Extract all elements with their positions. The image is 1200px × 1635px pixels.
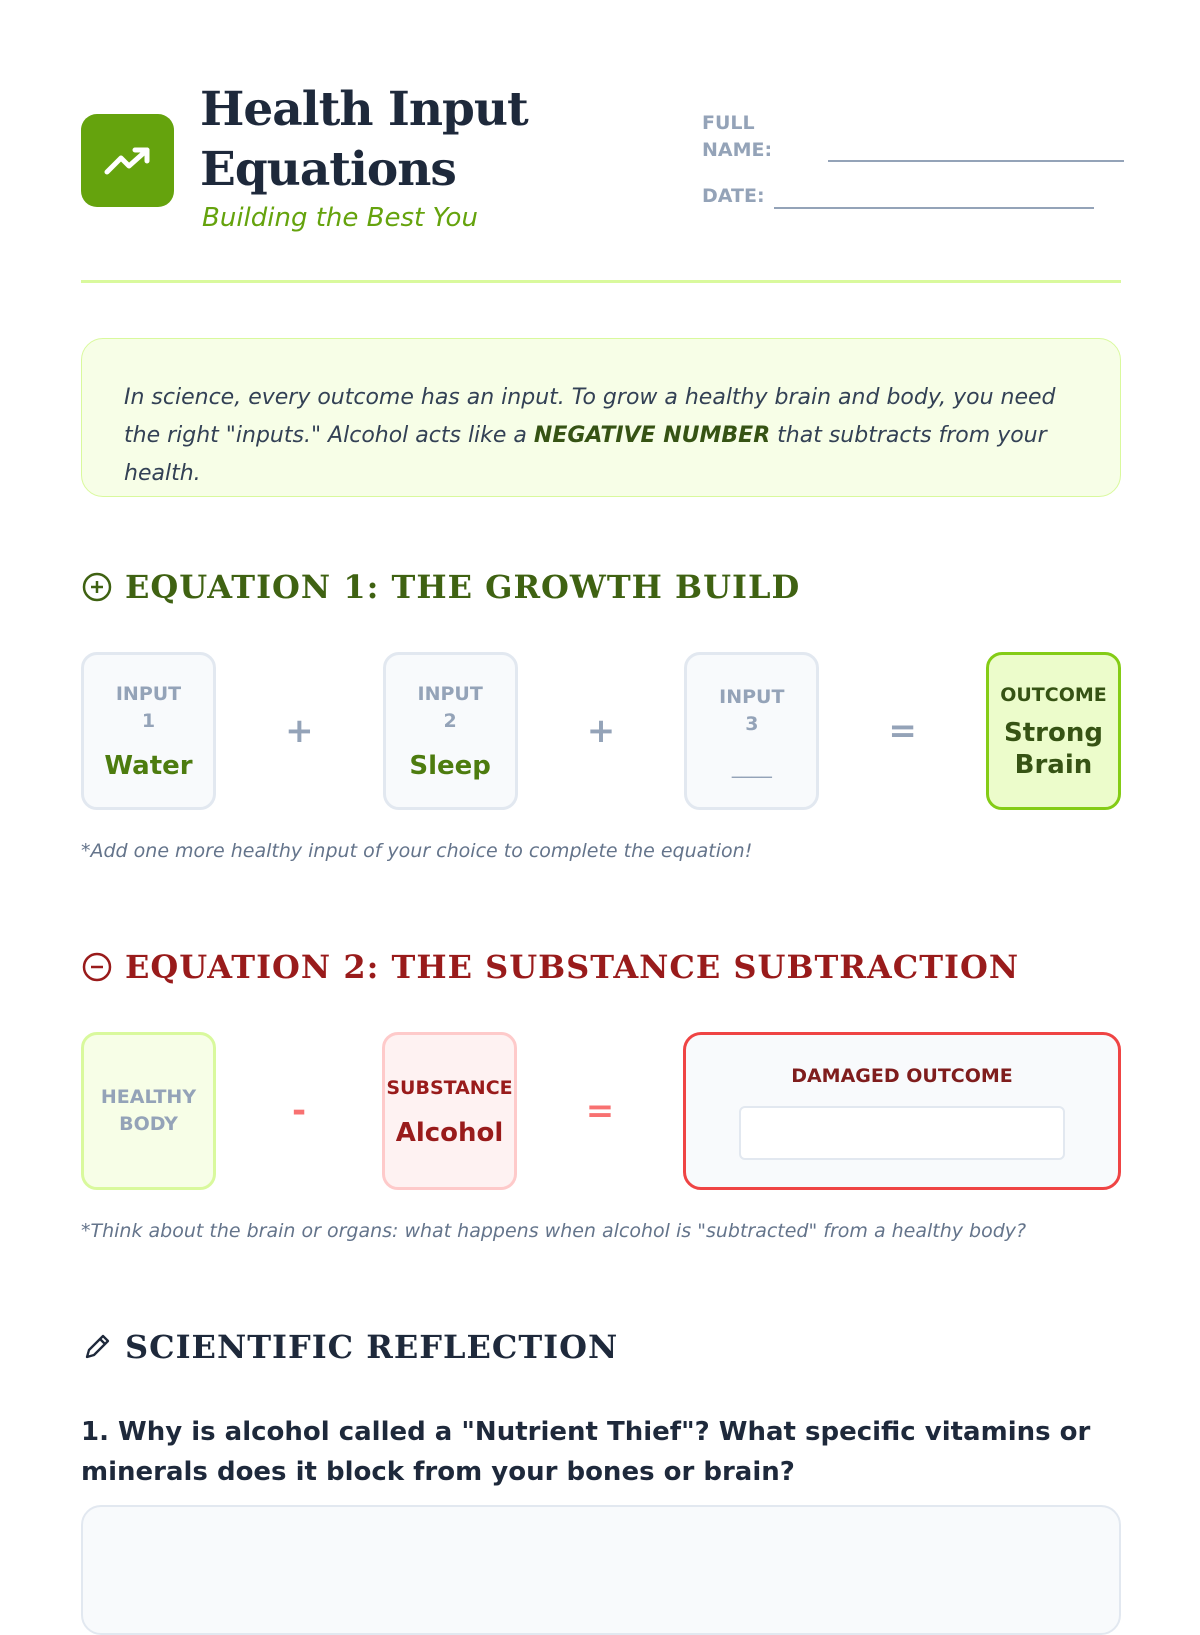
input-box-2: INPUT 2 Sleep	[382, 652, 518, 810]
page-subtitle: Building the Best You	[202, 203, 478, 233]
plus-sign: +	[285, 711, 314, 751]
equation1-note: *Add one more healthy input of your choi…	[81, 840, 753, 862]
date-field[interactable]	[774, 207, 1094, 209]
equation2-note: *Think about the brain or organs: what h…	[81, 1220, 1027, 1242]
equals-sign: =	[888, 711, 917, 751]
damaged-outcome-input[interactable]	[739, 1105, 1065, 1160]
trending-up-icon	[104, 147, 149, 174]
plus-circle-icon	[82, 572, 112, 602]
minus-circle-icon	[82, 952, 112, 982]
full-name-label: FULL NAME:	[702, 112, 773, 161]
outcome-box: OUTCOME Strong Brain	[985, 652, 1121, 810]
equals-sign: =	[585, 1091, 615, 1131]
page-title: Health Input Equations	[200, 82, 529, 197]
damaged-outcome-box: DAMAGED OUTCOME	[683, 1032, 1121, 1190]
logo-badge	[81, 114, 174, 207]
plus-sign: +	[586, 711, 616, 751]
equation2-heading: EQUATION 2: THE SUBSTANCE SUBTRACTION	[81, 948, 1019, 986]
intro-callout: In science, every outcome has an input. …	[81, 338, 1121, 497]
minus-sign: -	[291, 1091, 307, 1131]
substance-box: SUBSTANCE Alcohol	[382, 1032, 517, 1190]
answer-1-field[interactable]	[81, 1505, 1121, 1635]
equation1-row: INPUT 1 Water + INPUT 2 Sleep + INPUT 3 ____ =…	[81, 652, 1121, 810]
date-label: DATE:	[702, 185, 765, 207]
input-box-1: INPUT 1 Water	[81, 652, 216, 810]
question-1: 1. Why is alcohol called a "Nutrient Thi…	[81, 1417, 1091, 1487]
pencil-icon	[85, 1334, 110, 1359]
input-box-3[interactable]: INPUT 3 ____	[684, 652, 820, 810]
header-divider	[81, 280, 1121, 283]
full-name-field[interactable]	[828, 160, 1124, 162]
equation2-row: HEALTHY BODY - SUBSTANCE Alcohol = DAMAGED…	[81, 1032, 1121, 1190]
equation1-heading: EQUATION 1: THE GROWTH BUILD	[81, 568, 800, 606]
healthy-body-box: HEALTHY BODY	[81, 1032, 216, 1190]
reflection-heading: SCIENTIFIC REFLECTION	[81, 1328, 618, 1366]
